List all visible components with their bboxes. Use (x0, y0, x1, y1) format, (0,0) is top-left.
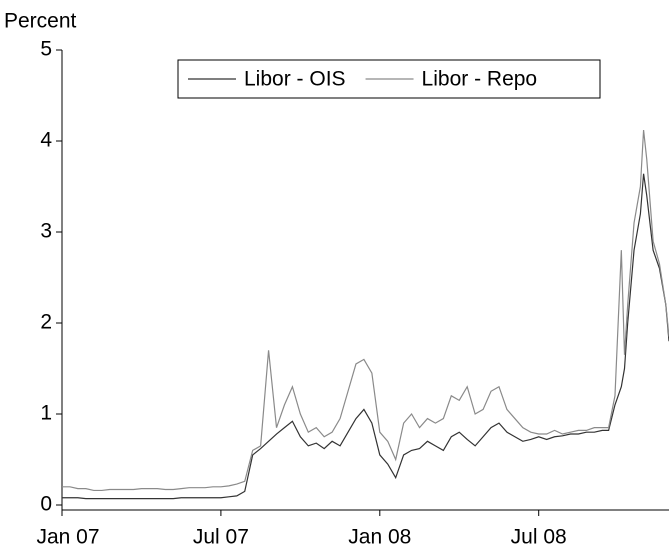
x-tick-label: Jan 08 (348, 526, 411, 549)
series-line (62, 130, 669, 492)
legend-label: Libor - Repo (422, 68, 538, 91)
y-tick-label: 5 (40, 38, 52, 61)
y-tick-label: 1 (40, 402, 52, 425)
y-tick-label: 2 (40, 311, 52, 334)
y-tick-label: 0 (40, 493, 52, 516)
y-tick-label: 4 (40, 129, 52, 152)
legend-label: Libor - OIS (244, 68, 346, 91)
y-axis-label: Percent (4, 10, 77, 33)
series-line (62, 173, 669, 500)
y-tick-label: 3 (40, 220, 52, 243)
x-tick-label: Jul 08 (511, 526, 567, 549)
x-tick-label: Jul 07 (193, 526, 249, 549)
x-tick-label: Jan 07 (36, 526, 99, 549)
